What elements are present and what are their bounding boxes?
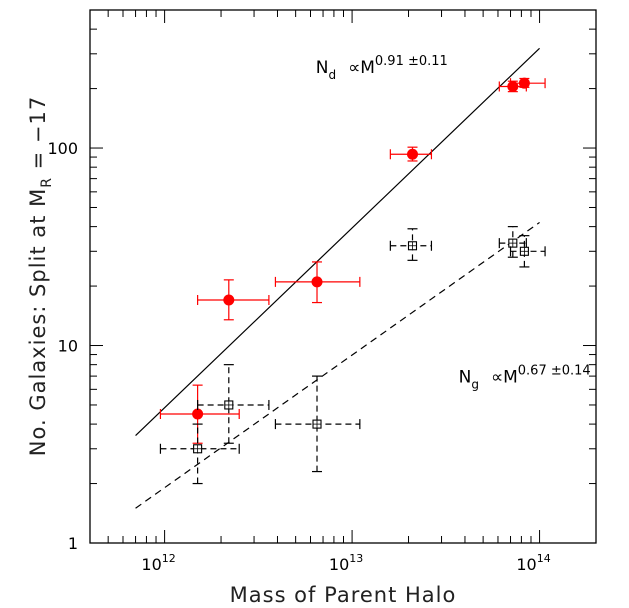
fit-lines bbox=[135, 47, 540, 509]
x-tick-label-exponent: 12 bbox=[162, 552, 176, 565]
filled-circle-marker bbox=[311, 276, 323, 288]
fit-annotation: Nd ∝M0.91 ±0.11 bbox=[316, 54, 448, 82]
ng-point bbox=[498, 226, 527, 258]
annotation-letter: N bbox=[316, 58, 329, 78]
ng-point bbox=[509, 235, 546, 268]
y-axis-title: No. Galaxies: Split at MR = −17 bbox=[26, 96, 55, 456]
y-axis-title-tail: = −17 bbox=[26, 96, 50, 177]
annotation-proportional: ∝M bbox=[348, 58, 375, 78]
axis-ticks bbox=[89, 9, 597, 544]
annotation-proportional: ∝M bbox=[491, 367, 518, 387]
nd-point bbox=[159, 384, 240, 444]
y-tick-label: 100 bbox=[47, 139, 78, 158]
x-tick-label: 1012 bbox=[141, 552, 175, 574]
filled-circle-marker bbox=[406, 148, 418, 160]
ng-point bbox=[159, 423, 240, 485]
ng-point bbox=[274, 375, 361, 473]
fit-annotation: Ng ∝M0.67 ±0.14 bbox=[459, 363, 591, 391]
x-tick-label-exponent: 14 bbox=[537, 552, 551, 565]
x-tick-label-base: 10 bbox=[516, 555, 536, 574]
plot-frame bbox=[89, 9, 597, 544]
annotation-subscript: g bbox=[471, 377, 479, 391]
annotation-exponent: 0.91 ±0.11 bbox=[375, 54, 448, 69]
fit-line-n-d bbox=[135, 47, 540, 436]
data-marks bbox=[159, 77, 546, 485]
x-axis-title: Mass of Parent Halo bbox=[230, 583, 457, 607]
x-tick-label-base: 10 bbox=[141, 555, 161, 574]
x-tick-label-exponent: 13 bbox=[349, 552, 363, 565]
nd-point bbox=[197, 279, 270, 321]
ng-point bbox=[389, 228, 433, 261]
annotation-letter: N bbox=[459, 367, 472, 387]
annotation-exponent: 0.67 ±0.14 bbox=[518, 363, 591, 378]
nd-point bbox=[274, 261, 361, 304]
ng-point bbox=[197, 364, 270, 444]
annotation-subscript: d bbox=[328, 68, 336, 82]
filled-circle-marker bbox=[518, 77, 530, 89]
y-axis-title-sub: R bbox=[39, 177, 55, 188]
filled-circle-marker bbox=[192, 408, 204, 420]
nd-point bbox=[509, 77, 546, 89]
nd-point bbox=[389, 146, 433, 162]
x-tick-label: 1013 bbox=[329, 552, 363, 574]
fit-line-n-g bbox=[135, 221, 540, 509]
y-tick-label: 1 bbox=[68, 534, 78, 553]
y-axis-title-main: No. Galaxies: Split at M bbox=[26, 188, 50, 456]
x-tick-label-base: 10 bbox=[329, 555, 349, 574]
x-tick-label: 1014 bbox=[516, 552, 550, 574]
y-tick-label: 10 bbox=[58, 337, 78, 356]
filled-circle-marker bbox=[223, 294, 235, 306]
